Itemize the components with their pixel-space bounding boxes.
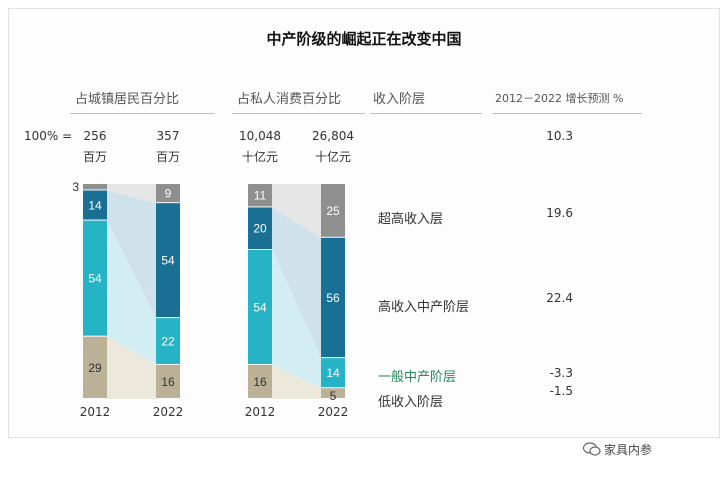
flow-band-pop-3	[107, 336, 156, 399]
bar-label-pop-2022-1: 54	[161, 254, 175, 268]
growth-super-high: 19.6	[546, 206, 573, 220]
bar-pop-2022-1	[156, 203, 180, 318]
header-rule-tier	[370, 113, 482, 114]
total-pop-2012: 256	[83, 129, 107, 143]
year-label-pop-2022: 2022	[152, 405, 184, 419]
bar-cons-2012-1	[248, 207, 272, 249]
flow-band-cons-1	[272, 207, 321, 359]
flow-band-cons-0	[272, 184, 321, 238]
bar-label-cons-2012-0: 11	[254, 189, 267, 203]
bar-label-cons-2012-2: 54	[253, 300, 267, 314]
bar-label-pop-2022-0: 9	[165, 187, 172, 201]
flow-band-pop-0	[107, 184, 156, 204]
watermark: 家具内参	[604, 443, 653, 457]
header-tier: 收入阶层	[373, 92, 426, 107]
bar-label-pop-2022-3: 16	[161, 375, 175, 389]
total-label: 100% =	[24, 129, 73, 143]
flow-band-pop-1	[107, 190, 156, 319]
header-rule-growth	[492, 113, 642, 114]
chart-title: 中产阶级的崛起正在改变中国	[266, 30, 462, 48]
tier-label-mass-middle: 一般中产阶层	[378, 370, 457, 385]
flow-band-cons-3	[272, 364, 321, 399]
bar-cons-2012-0	[248, 184, 272, 207]
flow-band-cons-2	[272, 249, 321, 389]
bar-pop-2022-0	[156, 184, 180, 203]
total-cons-2012-unit: 十亿元	[241, 150, 278, 164]
growth-upper-middle: 22.4	[546, 291, 573, 305]
flow-band-pop-2	[107, 220, 156, 365]
bar-label-cons-2012-3: 16	[253, 375, 267, 389]
total-growth: 10.3	[546, 129, 573, 143]
bar-pop-2022-3	[156, 364, 180, 398]
total-cons-2022-unit: 十亿元	[314, 150, 351, 164]
wechat-icon	[583, 442, 601, 456]
bar-label-cons-2022-3: 5	[330, 389, 337, 403]
bar-cons-2022-1	[321, 237, 345, 358]
bar-label-cons-2022-0: 25	[326, 204, 340, 218]
total-pop-2022: 357	[156, 129, 180, 143]
bar-pop-2012-2	[83, 220, 107, 336]
bar-pop-2012-3	[83, 336, 107, 398]
total-pop-2012-unit: 百万	[82, 150, 107, 164]
bar-label-pop-2012-3: 29	[88, 361, 102, 375]
bar-label-cons-2022-2: 14	[326, 366, 340, 380]
year-label-cons-2012: 2012	[244, 405, 276, 419]
bar-label-cons-2012-1: 20	[253, 222, 267, 236]
bar-pop-2022-2	[156, 318, 180, 364]
total-pop-2022-unit: 百万	[155, 150, 180, 164]
bar-cons-2012-2	[248, 249, 272, 364]
header-rule-consumption	[232, 113, 365, 114]
growth-low: -1.5	[549, 384, 573, 398]
bar-cons-2012-3	[248, 364, 272, 398]
growth-mass-middle: -3.3	[549, 366, 573, 380]
bar-pop-2012-1	[83, 190, 107, 220]
tier-label-upper-middle: 高收入中产阶层	[378, 300, 470, 315]
tier-label-low: 低收入阶层	[378, 395, 444, 410]
bar-cons-2022-2	[321, 358, 345, 388]
header-growth: 2012－2022 增长预测 %	[495, 92, 624, 105]
total-cons-2022: 26,804	[312, 129, 354, 143]
bar-cons-2022-3	[321, 388, 345, 398]
bar-pop-2012-0	[83, 184, 107, 190]
total-cons-2012: 10,048	[239, 129, 281, 143]
bar-label-cons-2022-1: 56	[326, 291, 340, 305]
year-label-pop-2012: 2012	[79, 405, 111, 419]
bar-label-pop-2012-2: 54	[88, 272, 102, 286]
bar-label-pop-2022-2: 22	[161, 335, 175, 349]
bar-label-pop-2012-0: 3	[72, 180, 79, 194]
bar-label-pop-2012-1: 14	[88, 199, 102, 213]
tier-label-super-high: 超高收入层	[378, 212, 444, 227]
header-population: 占城镇居民百分比	[75, 92, 180, 107]
header-rule-population	[70, 113, 215, 114]
bar-cons-2022-0	[321, 184, 345, 237]
year-label-cons-2022: 2022	[317, 405, 349, 419]
header-consumption: 占私人消费百分比	[237, 92, 342, 107]
